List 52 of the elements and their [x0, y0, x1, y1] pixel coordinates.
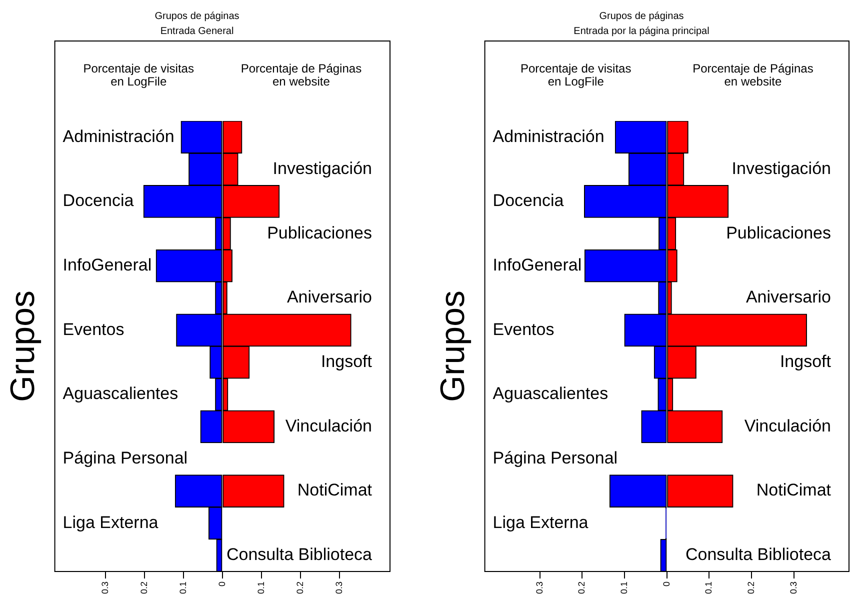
x-tick-label: 0.3 — [334, 581, 344, 594]
x-tick-label: 0.1 — [619, 581, 630, 594]
y-tick-label: Vinculación — [744, 416, 831, 436]
x-tick-label: 0.1 — [704, 581, 714, 594]
chart-title: Grupos de páginas — [154, 10, 240, 22]
text: Porcentaje de visitas en LogFile — [520, 61, 632, 88]
x-tick-label: 0.3 — [788, 581, 798, 594]
y-axis-title: Grupos — [4, 290, 42, 402]
y-tick-label: Eventos — [492, 320, 554, 339]
y-tick-label: Página Personal — [62, 448, 188, 468]
x-tick-label: 0.3 — [534, 581, 544, 594]
y-tick-label: Docencia — [492, 191, 564, 210]
y-tick-label: Consulta Biblioteca — [685, 545, 832, 564]
y-tick-label: InfoGeneral — [492, 255, 582, 274]
y-tick-label: Publicaciones — [726, 223, 831, 242]
y-axis-title: Grupos — [434, 290, 472, 402]
x-tick-label: 0.1 — [178, 581, 188, 594]
y-tick-label: Ingsoft — [780, 352, 832, 372]
y-tick-label: Consulta Biblioteca — [226, 545, 373, 564]
y-tick-label: InfoGeneral — [62, 255, 152, 274]
y-tick-label: Aniversario — [746, 288, 831, 307]
text: Porcentaje de Páginas en website — [692, 61, 814, 88]
y-tick-label: Aguascalientes — [492, 384, 608, 404]
chart-subtitle: Entrada General — [160, 26, 234, 37]
y-tick-label: Publicaciones — [267, 223, 372, 242]
chart-subtitle: Entrada por la página principal — [574, 26, 710, 37]
y-tick-label: Aguascalientes — [62, 384, 178, 404]
x-tick-label: 0 — [661, 581, 672, 587]
y-tick-label: Ingsoft — [320, 352, 372, 372]
x-tick-label: 0.1 — [256, 581, 266, 594]
y-tick-label: NotiCimat — [756, 480, 832, 500]
y-tick-label: Administración — [492, 126, 604, 146]
text: Porcentaje de Páginas en website — [240, 61, 362, 88]
x-tick-label: 0.2 — [294, 581, 305, 594]
chart-title: Grupos de páginas — [599, 10, 684, 22]
x-tick-label: 0 — [216, 581, 227, 587]
y-tick-label: Investigación — [732, 158, 831, 178]
y-tick-label: Administración — [62, 126, 174, 146]
text: Porcentaje de visitas en LogFile — [83, 61, 194, 88]
y-tick-label: Docencia — [62, 191, 134, 210]
x-tick-label: 0.2 — [138, 581, 149, 594]
y-tick-label: Liga Externa — [492, 512, 589, 532]
x-tick-label: 0.3 — [100, 581, 110, 594]
y-tick-label: Aniversario — [286, 288, 372, 307]
y-tick-label: Investigación — [272, 158, 372, 178]
x-tick-label: 0.2 — [576, 581, 587, 594]
y-tick-label: Liga Externa — [62, 512, 159, 532]
y-tick-label: Vinculación — [285, 416, 372, 436]
x-tick-label: 0.2 — [746, 581, 756, 594]
y-tick-label: Página Personal — [492, 448, 618, 468]
y-tick-label: Eventos — [62, 320, 124, 339]
y-tick-label: NotiCimat — [297, 480, 372, 500]
